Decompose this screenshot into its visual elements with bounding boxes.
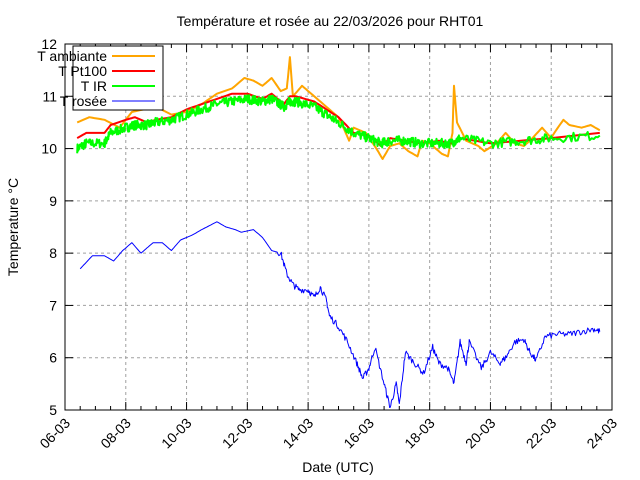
series-lines	[76, 56, 601, 408]
x-tick-label: 24-03	[583, 415, 620, 452]
legend-label: T rosée	[60, 93, 107, 109]
x-tick-label: 14-03	[280, 415, 317, 452]
x-tick-label: 16-03	[340, 415, 377, 452]
legend-label: T Pt100	[58, 63, 107, 79]
y-tick-label: 6	[49, 350, 57, 366]
series-line-3	[79, 221, 601, 408]
legend-label: T IR	[81, 78, 107, 94]
y-tick-label: 11	[42, 88, 57, 104]
x-axis-label: Date (UTC)	[302, 459, 374, 475]
x-tick-label: 08-03	[97, 415, 134, 452]
y-tick-label: 8	[49, 245, 57, 261]
y-tick-label: 7	[49, 297, 57, 313]
y-tick-label: 10	[41, 141, 57, 157]
series-line-0	[76, 56, 601, 160]
x-tick-label: 12-03	[219, 415, 256, 452]
x-tick-label: 20-03	[462, 415, 499, 452]
y-tick-label: 5	[49, 402, 57, 418]
chart-title: Température et rosée au 22/03/2026 pour …	[177, 13, 484, 29]
x-tick-label: 18-03	[401, 415, 438, 452]
y-tick-label: 9	[49, 193, 57, 209]
y-axis-label: Temperature °C	[5, 178, 21, 276]
x-tick-label: 06-03	[36, 415, 73, 452]
legend-label: T ambiante	[37, 48, 107, 64]
x-tick-label: 10-03	[158, 415, 195, 452]
y-tick-label: 12	[41, 36, 57, 52]
x-tick-label: 22-03	[523, 415, 560, 452]
series-line-2	[76, 94, 601, 154]
